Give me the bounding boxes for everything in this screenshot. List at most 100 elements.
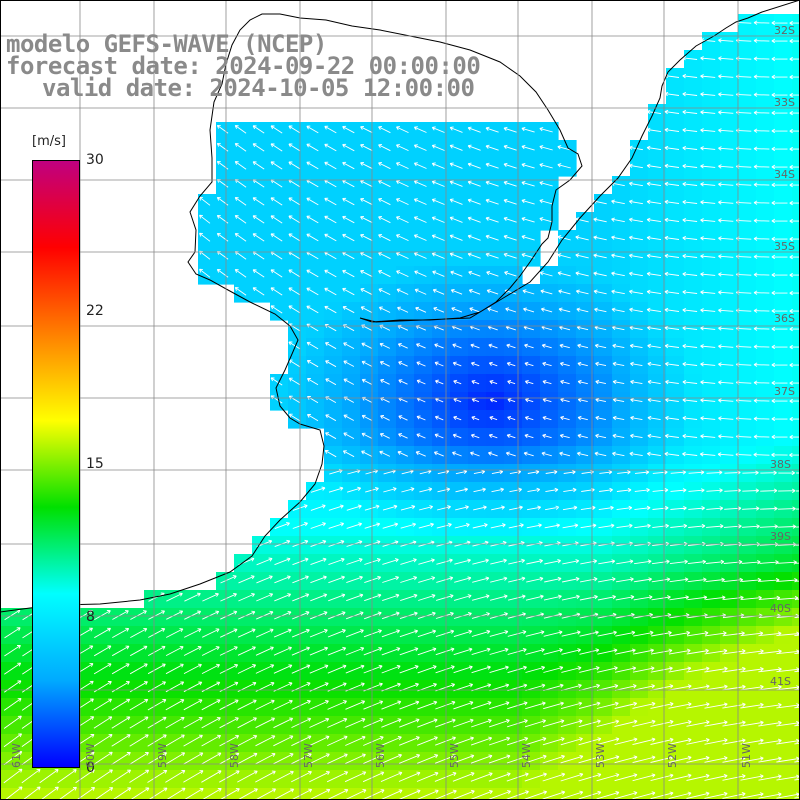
wind-arrow [718,56,734,61]
wind-arrow [740,649,764,655]
wind-arrow [540,307,553,313]
wind-arrow [579,594,598,601]
wind-arrow [682,181,698,187]
wind-arrow [664,307,680,313]
wind-arrow [488,451,498,457]
wind-arrow [525,665,546,673]
wind-arrow [650,755,674,763]
wind-arrow [740,792,764,799]
wind-arrow [776,720,800,727]
wind-arrow [545,487,559,493]
wind-arrow [539,145,553,151]
wind-arrow [219,770,240,783]
wind-arrow [562,559,580,565]
wind-arrow [795,562,800,564]
wind-arrow [706,470,723,475]
wind-arrow [434,343,444,349]
wind-arrow [360,306,373,314]
wind-arrow [220,575,237,584]
wind-arrow [345,629,364,638]
wind-arrow [397,343,408,349]
wind-arrow [468,289,481,295]
wind-arrow [789,416,800,422]
wind-arrow [3,733,23,748]
wind-arrow [700,164,716,169]
wind-arrow [398,379,408,385]
wind-speed-cell [630,788,649,800]
wind-arrow [578,719,601,728]
wind-arrow [400,576,418,583]
wind-arrow [647,433,661,439]
wind-arrow [542,433,552,439]
wind-arrow [545,505,560,511]
wind-arrow [664,343,680,349]
wind-arrow [718,344,734,349]
wind-arrow [417,647,437,656]
wind-arrow [560,790,584,800]
wind-arrow [328,575,345,584]
wind-arrow [220,610,238,620]
wind-arrow [522,289,535,295]
wind-arrow [576,307,589,313]
wind-arrow [342,450,355,458]
wind-arrow [682,307,698,313]
wind-arrow [704,773,728,781]
wind-arrow [753,290,770,295]
wind-arrow [147,645,166,656]
wind-arrow [472,558,489,565]
wind-arrow [252,233,265,242]
wind-arrow [753,272,770,277]
wind-arrow [309,700,329,710]
wind-arrow [504,271,517,277]
wind-arrow [237,752,258,765]
wind-arrow [489,701,510,710]
wind-arrow [789,182,800,188]
wind-arrow [491,469,504,475]
wind-arrow [629,163,643,169]
wind-arrow [575,253,589,259]
wind-arrow [328,557,345,566]
wind-arrow [471,398,480,403]
wind-arrow [288,305,301,314]
wind-arrow [431,252,445,259]
colorbar-tick-30: 30 [86,152,104,168]
wind-arrow [270,233,283,242]
wind-arrow [111,734,131,747]
wind-arrow [507,594,526,601]
wind-speed-cell [612,788,631,800]
wind-arrow [506,343,516,349]
wind-arrow [665,415,679,421]
wind-arrow [485,162,499,169]
wind-arrow [3,751,23,766]
wind-arrow [431,234,445,241]
wind-arrow [771,110,788,116]
wind-arrow [740,756,764,763]
wind-arrow [346,575,363,584]
wind-arrow [753,200,770,205]
wind-arrow [94,627,111,639]
wind-arrow [471,647,491,656]
wind-arrow [94,610,111,620]
wind-arrow [417,629,437,638]
wind-arrow [771,20,788,26]
wind-arrow [633,595,653,601]
wind-speed-cell [648,788,667,800]
wind-arrow [471,701,492,710]
colorbar-tick-8: 8 [86,609,95,625]
wind-arrow [578,772,602,782]
wind-arrow [758,702,782,709]
wind-arrow [255,717,275,729]
wind-arrow [759,577,780,583]
wind-arrow [449,144,463,151]
wind-arrow [740,774,764,781]
wind-arrow [753,218,770,223]
wind-speed-cell [162,734,181,753]
lon-label: 51W [740,743,753,768]
wind-arrow [596,683,619,691]
wind-arrow [723,577,744,583]
wind-arrow [201,752,222,765]
wind-arrow [595,397,606,403]
wind-arrow [760,488,778,493]
wind-arrow [700,56,716,61]
wind-arrow [129,698,149,711]
